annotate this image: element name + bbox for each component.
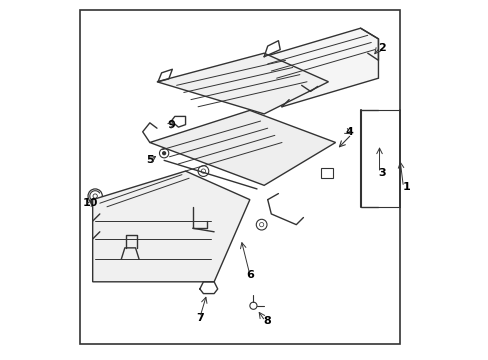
- Text: 4: 4: [345, 127, 353, 137]
- Text: 1: 1: [402, 182, 410, 192]
- Text: 2: 2: [377, 43, 385, 53]
- Text: 7: 7: [196, 312, 203, 323]
- Text: 5: 5: [146, 156, 153, 165]
- Circle shape: [163, 152, 165, 155]
- Polygon shape: [264, 28, 378, 107]
- Bar: [321, 168, 332, 178]
- Text: 3: 3: [377, 168, 385, 178]
- Text: 6: 6: [245, 270, 253, 280]
- Text: 9: 9: [167, 120, 175, 130]
- Polygon shape: [93, 171, 249, 282]
- Polygon shape: [157, 53, 328, 114]
- Text: 8: 8: [264, 316, 271, 326]
- Text: 10: 10: [82, 198, 98, 208]
- Polygon shape: [149, 111, 335, 185]
- Bar: [80, 10, 399, 344]
